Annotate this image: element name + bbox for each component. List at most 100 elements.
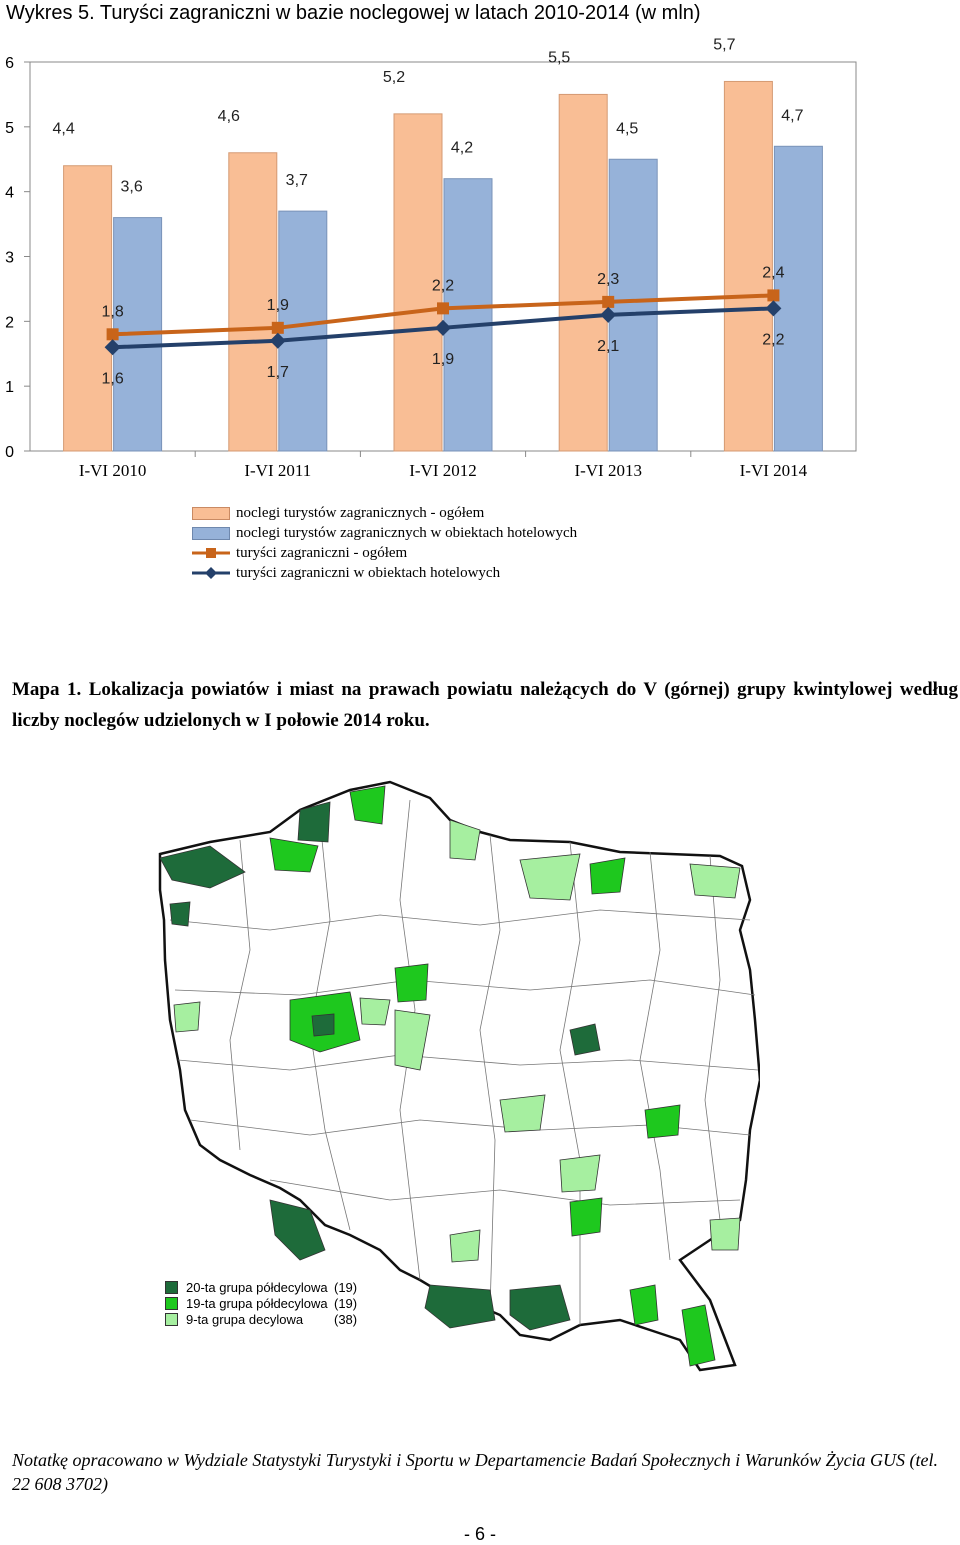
map-region: [569, 1023, 601, 1056]
map-legend-count: (19): [334, 1295, 358, 1311]
map-region: [349, 785, 386, 825]
page-number: - 6 -: [463, 1524, 496, 1544]
bar-data-label: 3,7: [286, 172, 308, 189]
bar: [558, 93, 608, 452]
legend-item: turyści zagraniczni w obiektach hotelowy…: [192, 563, 577, 583]
line-marker-square: [106, 328, 119, 341]
footer-note: Notatkę opracowano w Wydziale Statystyki…: [12, 1450, 939, 1494]
bar-data-label: 5,7: [713, 36, 735, 53]
y-tick-label: 3: [5, 250, 14, 267]
line-data-label: 1,9: [267, 297, 289, 314]
map-region: [499, 1094, 546, 1133]
map-region: [449, 1229, 481, 1263]
map-region: [424, 1284, 496, 1329]
bar-data-label: 5,2: [383, 69, 405, 86]
y-tick-label: 6: [5, 55, 14, 72]
map-region: [709, 1217, 741, 1251]
map-region: [159, 845, 246, 889]
bar: [443, 178, 493, 452]
map-region: [359, 997, 391, 1026]
line-data-label: 1,8: [101, 303, 123, 320]
legend-item: turyści zagraniczni - ogółem: [192, 543, 577, 563]
map-legend-swatch: [165, 1296, 178, 1310]
legend-swatch-bar-hotel: [192, 526, 230, 540]
bar: [773, 145, 823, 452]
line-marker-square: [602, 295, 615, 308]
legend-label: turyści zagraniczni - ogółem: [236, 544, 408, 561]
map-region: [173, 1001, 201, 1033]
line-data-label: 1,6: [101, 370, 123, 387]
bar: [723, 80, 773, 452]
line-data-label: 1,7: [267, 364, 289, 381]
map-legend-label: 9-ta grupa decylowa: [186, 1311, 304, 1327]
line-marker-square: [767, 289, 780, 302]
line-marker-diamond: [435, 319, 451, 336]
bar: [278, 210, 328, 452]
y-tick-label: 2: [5, 314, 14, 331]
x-tick-label: I-VI 2014: [740, 461, 808, 480]
poland-map: [158, 780, 760, 1372]
map-region: [169, 901, 191, 927]
line-marker-diamond: [269, 332, 286, 349]
y-tick-label: 4: [5, 185, 14, 202]
map-legend: 20-ta grupa półdecylowa (19) 19-ta grupa…: [165, 1279, 357, 1327]
map-outline: [158, 780, 760, 1372]
bar-data-label: 4,2: [451, 140, 473, 157]
x-tick-label: I-VI 2012: [409, 461, 477, 480]
legend-label: noclegi turystów zagranicznych w obiekta…: [236, 524, 578, 541]
line-data-label: 2,3: [597, 271, 619, 288]
chart-title: Wykres 5. Turyści zagraniczni w bazie no…: [6, 2, 701, 24]
legend-item: noclegi turystów zagranicznych - ogółem: [192, 503, 577, 523]
bar: [608, 158, 658, 452]
line-marker-diamond: [104, 339, 121, 356]
map-region: [681, 1304, 716, 1367]
map-legend-item: 20-ta grupa półdecylowa (19): [165, 1279, 357, 1295]
map-regions: [159, 785, 741, 1367]
map-region: [269, 837, 319, 873]
map-region: [394, 1009, 431, 1071]
y-tick-label: 1: [5, 379, 14, 396]
map-region: [509, 1284, 571, 1331]
map-legend-label: 19-ta grupa półdecylowa: [186, 1295, 328, 1311]
bar-data-label: 4,7: [781, 107, 803, 124]
chart-svg: 0 1 2 3 4 5 6 I-VI 2010 I-VI 2011 I-VI 2012 I-VI 2…: [5, 36, 857, 480]
map-legend-item: 19-ta grupa półdecylowa (19): [165, 1295, 357, 1311]
legend-label: turyści zagraniczni w obiektach hotelowy…: [236, 564, 501, 581]
line-data-label: 2,2: [432, 277, 454, 294]
map-caption: Mapa 1. Lokalizacja powiatów i miast na …: [12, 679, 958, 731]
line-data-label: 2,1: [597, 338, 619, 355]
x-tick-label: I-VI 2011: [244, 461, 311, 480]
map-legend-count: (19): [334, 1279, 358, 1295]
map-region: [589, 857, 626, 895]
map-region: [644, 1104, 681, 1139]
legend-item: noclegi turystów zagranicznych w obiekta…: [192, 523, 577, 543]
map-legend-swatch: [165, 1280, 178, 1294]
y-tick-label: 0: [5, 444, 14, 461]
map-region: [689, 863, 741, 899]
bar: [63, 165, 113, 452]
map-region: [394, 963, 429, 1003]
line-data-label: 1,9: [432, 351, 454, 368]
legend-line-square: [192, 548, 230, 558]
map-legend-count: (38): [334, 1311, 358, 1327]
line-marker-diamond: [600, 306, 617, 323]
bar: [228, 152, 278, 452]
map-region: [519, 853, 581, 901]
bar-data-label: 3,6: [120, 179, 142, 196]
map-region: [629, 1284, 659, 1326]
map-region: [449, 819, 481, 861]
legend-label: noclegi turystów zagranicznych - ogółem: [236, 504, 485, 521]
map-region: [559, 1154, 601, 1193]
x-tick-label: I-VI 2010: [79, 461, 147, 480]
line-marker-diamond: [765, 300, 782, 317]
bar-data-label: 4,4: [52, 121, 74, 138]
line-data-label: 2,4: [762, 264, 784, 281]
line-marker-square: [271, 321, 284, 334]
legend-line-diamond: [192, 567, 230, 579]
chart-legend: noclegi turystów zagranicznych - ogółem …: [192, 503, 577, 583]
line-marker-square: [437, 302, 449, 315]
bar-data-label: 4,6: [218, 108, 240, 125]
y-tick-label: 5: [5, 120, 14, 137]
map-region: [297, 801, 331, 843]
line-data-label: 2,2: [762, 331, 784, 348]
